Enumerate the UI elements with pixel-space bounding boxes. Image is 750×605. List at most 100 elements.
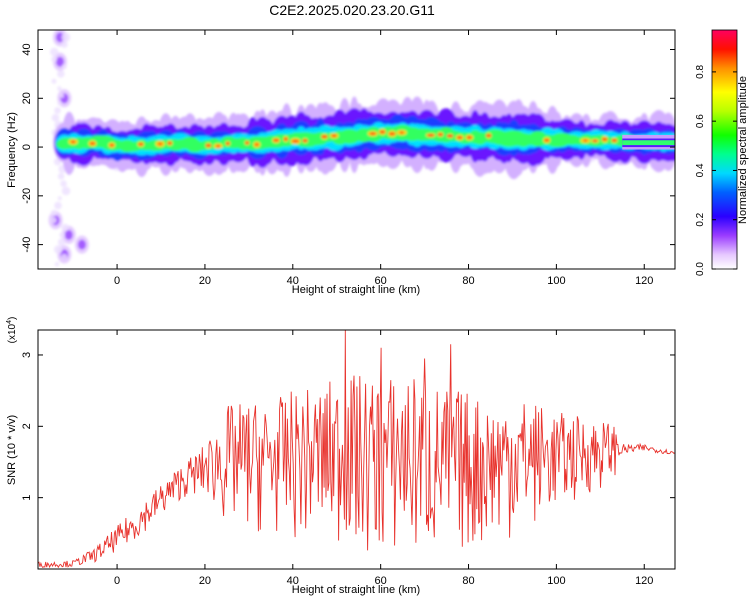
ridge-core xyxy=(601,138,608,141)
heatmap-speckle xyxy=(51,78,57,84)
y-axis-tick-label: 20 xyxy=(21,92,33,104)
x-axis-label: Height of straight line (km) xyxy=(292,284,420,296)
x-axis-tick-label: 100 xyxy=(547,275,565,287)
x-axis-snr-tick-label: 120 xyxy=(635,575,653,587)
y-axis-snr-tick-label: 2 xyxy=(21,423,33,429)
heatmap-speckle xyxy=(61,64,67,70)
heatmap-speckle xyxy=(61,32,71,42)
ridge-core xyxy=(109,143,114,147)
ridge-core xyxy=(302,139,308,142)
colorbar-gradient xyxy=(711,29,738,270)
heatmap-speckle xyxy=(60,180,67,187)
ridge-core xyxy=(331,134,337,138)
y-axis-snr-tick-label: 1 xyxy=(21,495,33,501)
heatmap-patch-core xyxy=(55,56,64,67)
spectrogram-panel: 0 20 40 60 80 100 120 -40 -20 0 20 40 Height of st… xyxy=(6,29,676,296)
heatmap-blobs xyxy=(48,30,675,267)
heatmap-speckle xyxy=(59,232,66,238)
x-axis-snr-tick-label: 0 xyxy=(114,575,120,587)
ridge-core xyxy=(389,132,396,136)
ridge-core xyxy=(592,139,598,143)
heatmap-speckle xyxy=(57,70,65,78)
x-axis-tick-label: 20 xyxy=(199,275,211,287)
y-axis-label: Frequency (Hz) xyxy=(6,112,18,188)
heatmap-speckle xyxy=(61,186,71,196)
colorbar: 0.0 0.2 0.4 0.6 0.8 Normalized spectral ampl… xyxy=(695,29,749,276)
ridge-core xyxy=(379,130,385,134)
colorbar-tick-label: 0.0 xyxy=(695,262,706,276)
ridge-core xyxy=(369,132,376,135)
ridge-core xyxy=(321,135,328,139)
heatmap-patch-core xyxy=(77,239,86,250)
colorbar-tick-label: 0.8 xyxy=(695,64,706,78)
colorbar-ticks: 0.0 0.2 0.4 0.6 0.8 xyxy=(695,64,737,276)
ridge-core xyxy=(89,142,96,145)
ridge-core xyxy=(583,139,587,142)
heatmap-speckle xyxy=(54,262,60,267)
y-axis-ticks-snr: 1 2 3 xyxy=(21,352,675,501)
y-axis-snr-tick-label: 3 xyxy=(21,352,33,358)
ridge-core xyxy=(457,136,463,139)
heatmap-speckle xyxy=(51,113,60,122)
ridge-core xyxy=(205,144,212,147)
y-axis-tick-label: 0 xyxy=(21,144,33,150)
heatmap-speckle xyxy=(57,196,62,201)
ridge-core xyxy=(71,140,76,144)
heatmap-speckle xyxy=(54,245,63,254)
heatmap-speckle xyxy=(59,93,65,99)
ridge-core xyxy=(167,141,172,145)
y-axis-tick-label: -20 xyxy=(21,188,33,204)
x-axis-tick-label: 80 xyxy=(462,275,474,287)
heatmap-patch-core xyxy=(64,229,73,240)
x-axis-tick-label: 120 xyxy=(635,275,653,287)
y-axis-ticks: -40 -20 0 20 40 xyxy=(21,43,675,253)
ridge-core xyxy=(427,133,435,137)
ridge-core xyxy=(485,134,492,137)
x-axis-snr-tick-label: 40 xyxy=(287,575,299,587)
ridge-core xyxy=(254,143,259,146)
snr-panel: 0 20 40 60 80 100 120 1 2 3 Height of straight l… xyxy=(6,317,676,596)
ridge-core xyxy=(544,138,550,142)
x-axis-snr-tick-label: 100 xyxy=(547,575,565,587)
x-axis-label-snr: Height of straight line (km) xyxy=(292,584,420,596)
ridge-core xyxy=(225,142,230,145)
y-axis-label-snr: SNR (10 * v/v) xyxy=(6,415,18,485)
x-axis-tick-label: 40 xyxy=(287,275,299,287)
x-axis-snr-tick-label: 20 xyxy=(199,575,211,587)
heatmap-speckle xyxy=(57,238,66,246)
colorbar-tick-label: 0.2 xyxy=(695,212,706,226)
heatmap-speckle xyxy=(50,209,58,217)
colorbar-tick-label: 0.4 xyxy=(695,163,706,177)
x-axis-snr-tick-label: 80 xyxy=(462,575,474,587)
colorbar-tick-label: 0.6 xyxy=(695,114,706,128)
snr-frame xyxy=(37,329,676,570)
heatmap-patch-core xyxy=(55,32,64,43)
ridge-core xyxy=(283,137,288,141)
y-axis-tick-label: -40 xyxy=(21,237,33,253)
ridge-core xyxy=(400,131,404,134)
ridge-core xyxy=(467,136,472,139)
colorbar-label: Normalized spectral amplitude xyxy=(737,76,749,224)
x-axis-ticks: 0 20 40 60 80 100 120 xyxy=(114,30,653,287)
y-axis-multiplier: (x104) xyxy=(6,317,18,344)
x-axis-tick-label: 60 xyxy=(375,275,387,287)
ridge-core xyxy=(158,142,163,146)
heatmap-speckle xyxy=(50,216,57,224)
snr-series-line xyxy=(38,330,675,569)
ridge-core xyxy=(273,139,280,142)
heatmap-speckle xyxy=(57,86,62,91)
ridge-core xyxy=(245,141,249,145)
ridge-core xyxy=(138,142,144,146)
spectrogram-frame xyxy=(37,29,676,270)
y-axis-tick-label: 40 xyxy=(21,43,33,55)
ridge-core xyxy=(216,144,220,148)
x-axis-tick-label: 0 xyxy=(114,275,120,287)
heatmap-speckle xyxy=(54,107,61,114)
heatmap-speckle xyxy=(51,56,58,63)
heatmap-speckle xyxy=(57,101,62,106)
figure-title: C2E2.2025.020.23.20.G11 xyxy=(269,2,435,18)
ridge-core xyxy=(292,139,299,143)
heatmap-speckle xyxy=(57,172,65,180)
heatmap-layer xyxy=(48,30,675,267)
